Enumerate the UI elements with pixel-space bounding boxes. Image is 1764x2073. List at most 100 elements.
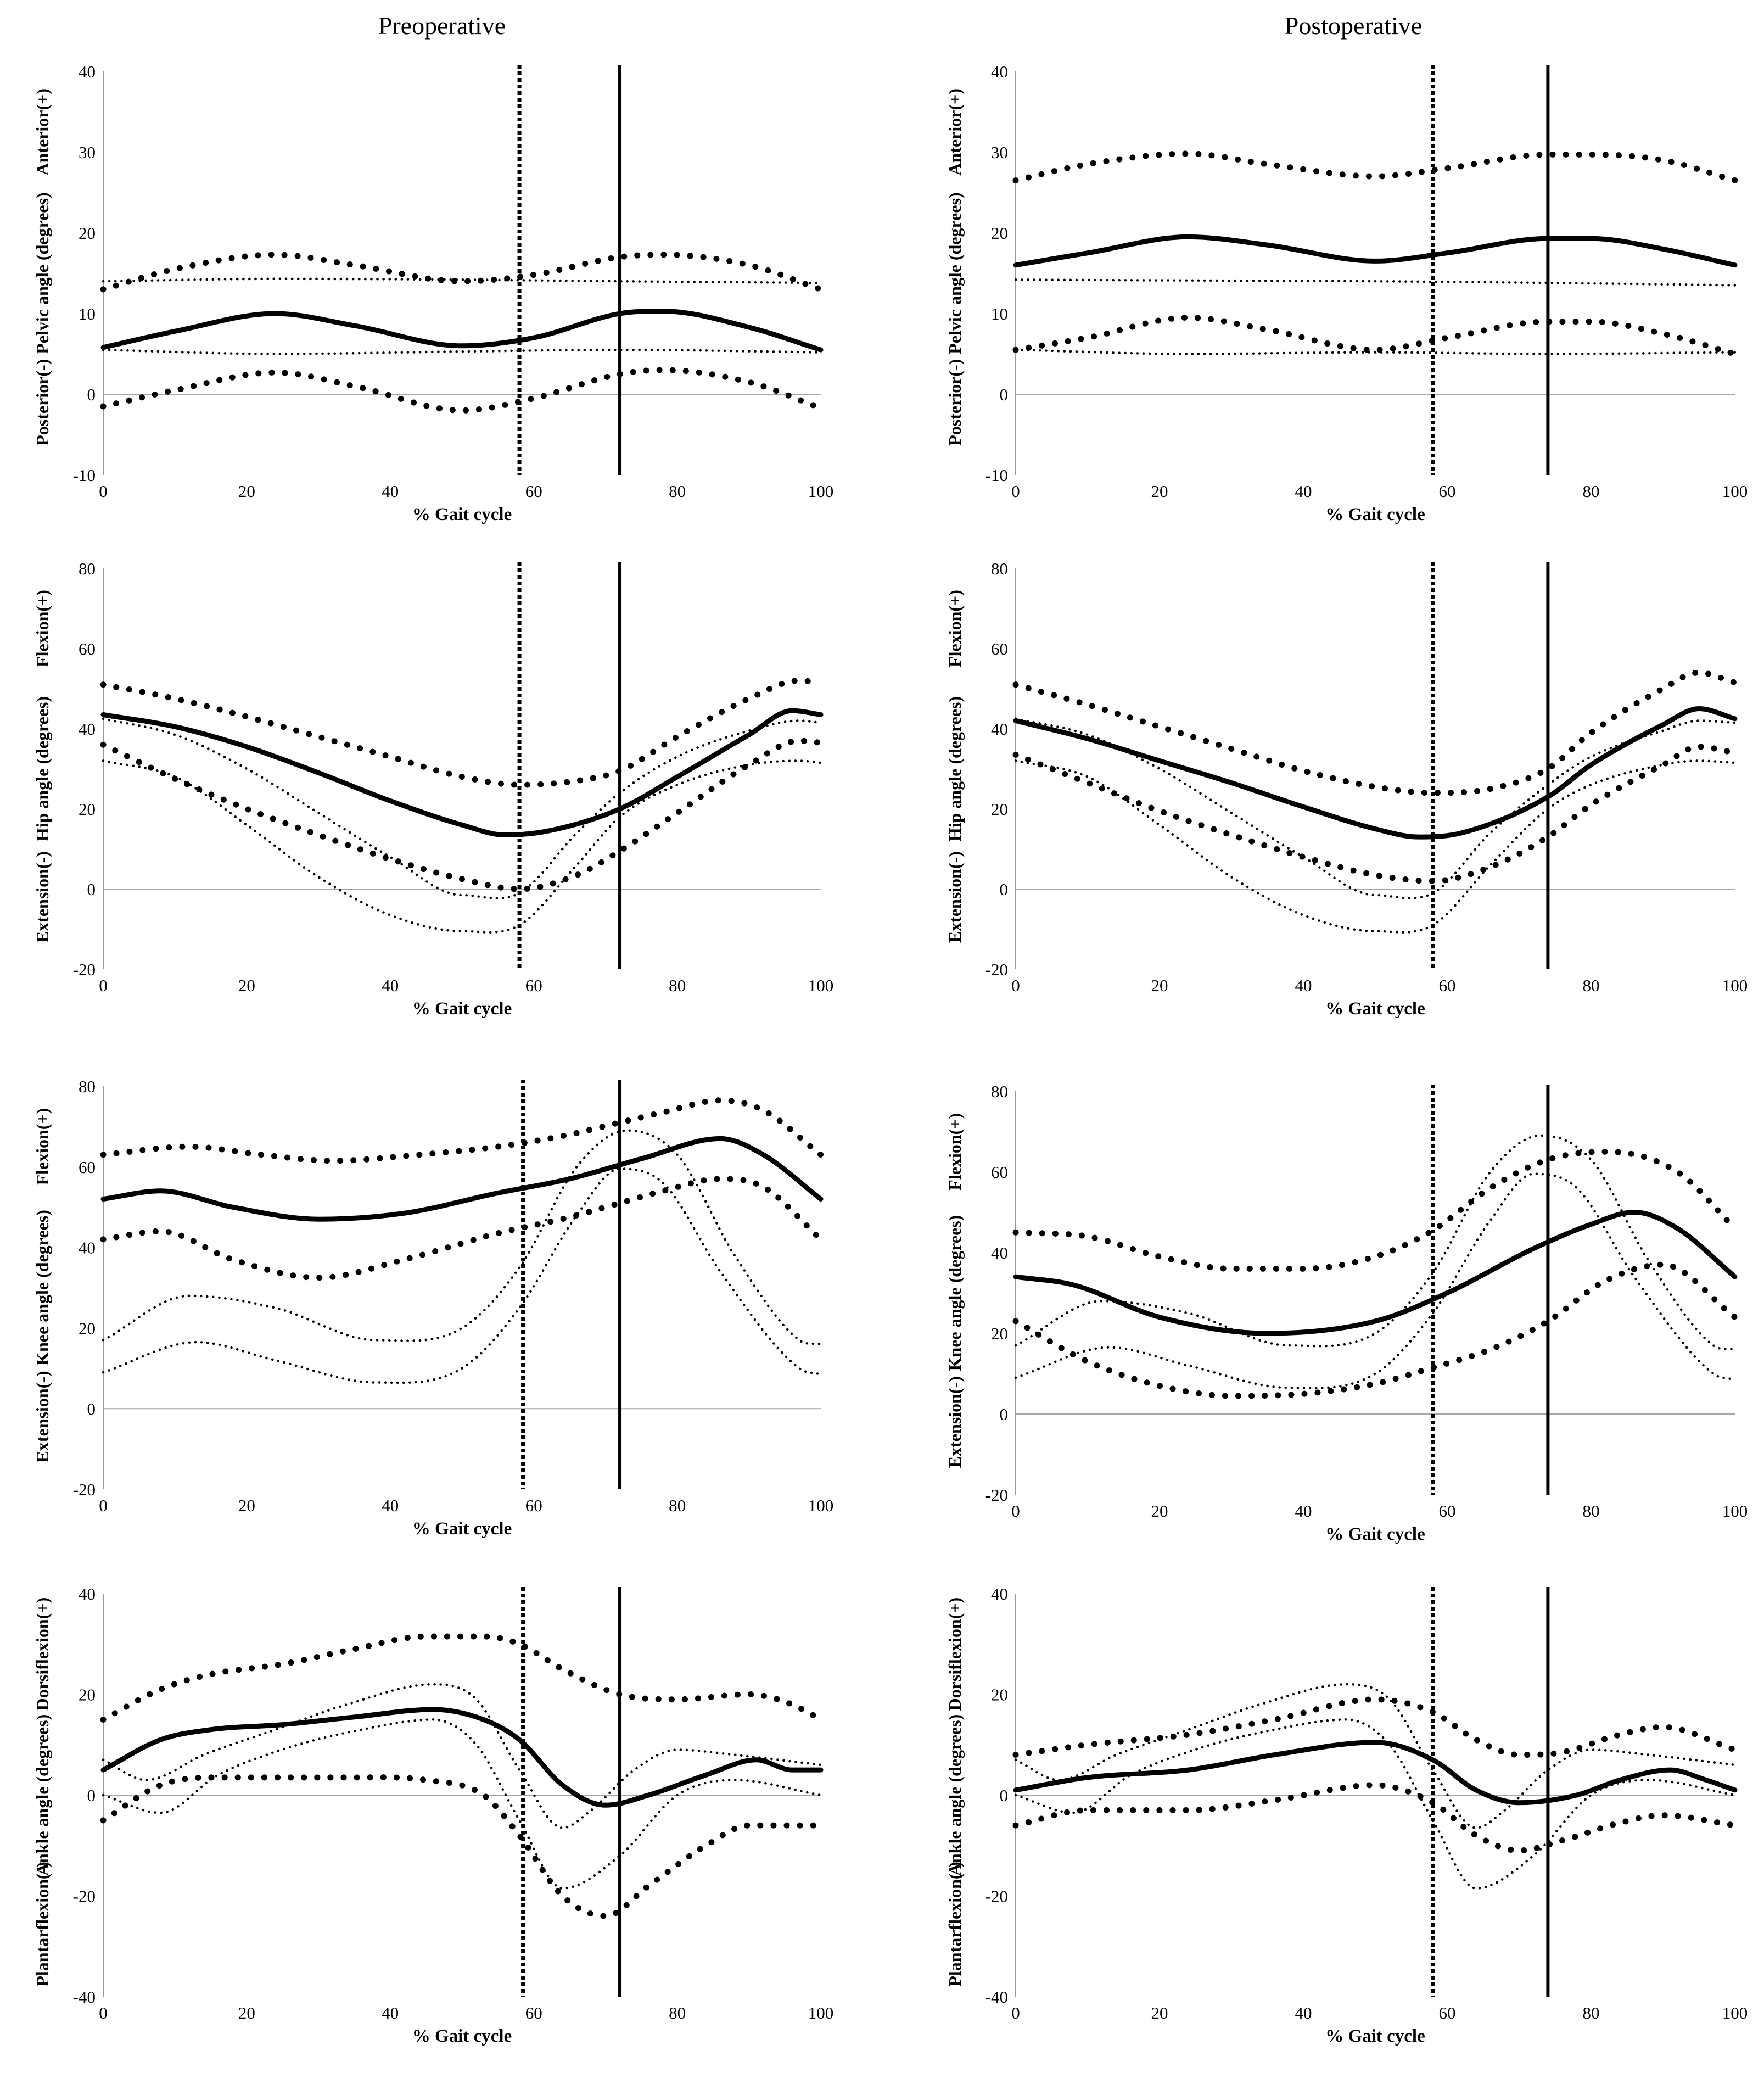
y-tick-label: 40 bbox=[79, 1584, 96, 1603]
y-tick-label: 80 bbox=[79, 1077, 96, 1096]
y-tick-label: -20 bbox=[985, 960, 1008, 979]
series-line-solid-thick bbox=[1013, 706, 1738, 840]
series-line-dotted-thick bbox=[100, 1633, 824, 1723]
y-axis-label: Hip angle (degrees) bbox=[945, 696, 965, 841]
y-tick-label: -40 bbox=[73, 1987, 96, 2007]
y-tick-label: -20 bbox=[985, 1485, 1008, 1505]
series-line-dotted-thin bbox=[102, 348, 822, 355]
x-tick-label: 60 bbox=[525, 2003, 542, 2022]
series-line-dotted-thin bbox=[1014, 1718, 1737, 1890]
series-line-dotted-thick bbox=[1012, 150, 1738, 183]
y-axis-label: Anterior(+) bbox=[32, 88, 52, 176]
y-tick-label: 40 bbox=[79, 62, 96, 81]
y-tick-label: 0 bbox=[1000, 385, 1009, 404]
series-line-dotted-thin bbox=[102, 1683, 822, 1829]
y-tick-label: 80 bbox=[991, 559, 1008, 578]
y-tick-label: 40 bbox=[991, 719, 1008, 739]
y-axis-label: Posterior(-) bbox=[32, 359, 52, 446]
y-tick-label: -10 bbox=[73, 466, 96, 485]
x-tick-label: 60 bbox=[1439, 2003, 1456, 2022]
x-tick-label: 20 bbox=[238, 976, 255, 995]
y-axis-label: Dorsiflexion(+) bbox=[945, 1597, 965, 1711]
y-tick-label: 20 bbox=[79, 1685, 96, 1705]
x-tick-label: 20 bbox=[1151, 482, 1168, 501]
x-tick-label: 0 bbox=[1011, 976, 1020, 995]
y-tick-label: -20 bbox=[73, 960, 96, 979]
y-axis-label: Pelvic angle (degrees) bbox=[32, 192, 52, 354]
x-tick-label: 100 bbox=[808, 482, 834, 501]
y-axis-label: Ankle angle (degrees) bbox=[32, 1714, 52, 1876]
x-tick-label: 60 bbox=[1439, 482, 1456, 501]
y-tick-label: 0 bbox=[1000, 1786, 1009, 1805]
y-tick-label: 0 bbox=[87, 1786, 96, 1805]
y-tick-label: 80 bbox=[991, 1082, 1008, 1101]
series-line-solid-thick bbox=[100, 1136, 824, 1222]
chart-ankle-preoperative: -40 -20 0 20 40 0 20 40 60 80 100 % Gait cycle Plant… bbox=[32, 1584, 833, 2046]
y-tick-label: 0 bbox=[87, 385, 96, 404]
x-tick-label: 40 bbox=[1295, 1501, 1312, 1521]
x-tick-label: 100 bbox=[808, 2003, 834, 2022]
y-axis-label: Plantarflexion(-) bbox=[32, 1862, 52, 1987]
y-axis-label: Plantarflexion(-) bbox=[945, 1862, 965, 1987]
series-line-dotted-thick bbox=[100, 252, 824, 293]
series-line-dotted-thin bbox=[1014, 278, 1737, 287]
series-line-dotted-thin bbox=[102, 759, 822, 934]
x-tick-label: 80 bbox=[669, 976, 686, 995]
y-tick-label: 20 bbox=[991, 1324, 1008, 1343]
x-axis-label: % Gait cycle bbox=[412, 1519, 512, 1539]
x-tick-label: 40 bbox=[1295, 976, 1312, 995]
x-tick-label: 60 bbox=[525, 976, 542, 995]
x-tick-label: 20 bbox=[1151, 2003, 1168, 2022]
x-tick-label: 40 bbox=[382, 1496, 399, 1515]
x-tick-label: 20 bbox=[238, 2003, 255, 2022]
series-line-dotted-thick bbox=[100, 1097, 824, 1164]
series-line-dotted-thick bbox=[100, 737, 824, 892]
y-tick-label: 40 bbox=[991, 62, 1008, 81]
series-line-dotted-thick bbox=[100, 1774, 824, 1919]
series-line-solid-thick bbox=[100, 708, 824, 838]
series-line-dotted-thick bbox=[1012, 744, 1738, 884]
y-tick-label: 0 bbox=[1000, 1405, 1009, 1424]
x-tick-label: 20 bbox=[238, 1496, 255, 1515]
y-axis-label: Hip angle (degrees) bbox=[32, 696, 52, 841]
x-tick-label: 20 bbox=[1151, 976, 1168, 995]
x-tick-label: 0 bbox=[99, 976, 108, 995]
series-line-dotted-thin bbox=[102, 1718, 822, 1890]
series-line-solid-thick bbox=[1013, 1209, 1738, 1336]
x-tick-label: 100 bbox=[808, 976, 834, 995]
x-axis-label: % Gait cycle bbox=[412, 505, 512, 524]
y-tick-label: 60 bbox=[79, 639, 96, 658]
series-line-dotted-thick bbox=[1012, 1261, 1738, 1399]
x-tick-label: 60 bbox=[1439, 1501, 1456, 1521]
x-axis-label: % Gait cycle bbox=[412, 2026, 512, 2046]
y-tick-label: 0 bbox=[87, 880, 96, 899]
x-tick-label: 40 bbox=[1295, 482, 1312, 501]
y-tick-label: 60 bbox=[79, 1158, 96, 1177]
y-tick-label: 60 bbox=[991, 639, 1008, 658]
y-tick-label: 20 bbox=[991, 800, 1008, 819]
y-axis-label: Pelvic angle (degrees) bbox=[945, 192, 965, 354]
x-tick-label: 80 bbox=[669, 2003, 686, 2022]
y-axis-label: Flexion(+) bbox=[32, 1108, 52, 1186]
y-tick-label: 20 bbox=[991, 223, 1008, 243]
y-axis-label: Flexion(+) bbox=[945, 1113, 965, 1191]
y-axis-label: Anterior(+) bbox=[945, 88, 965, 176]
series-line-dotted-thick bbox=[1012, 1696, 1738, 1758]
series-line-solid-thick bbox=[1013, 234, 1738, 268]
x-tick-label: 60 bbox=[525, 1496, 542, 1515]
series-line-solid-thick bbox=[100, 309, 824, 353]
series-line-dotted-thin bbox=[1014, 348, 1737, 355]
x-tick-label: 100 bbox=[808, 1496, 834, 1515]
x-tick-label: 80 bbox=[669, 1496, 686, 1515]
x-tick-label: 40 bbox=[382, 2003, 399, 2022]
column-title-postoperative: Postoperative bbox=[1285, 12, 1422, 40]
series-line-dotted-thin bbox=[102, 717, 822, 900]
series-line-dotted-thick bbox=[100, 677, 824, 788]
y-axis-label: Extension(-) bbox=[945, 1376, 965, 1468]
series-line-dotted-thin bbox=[102, 277, 822, 284]
y-tick-label: 40 bbox=[79, 719, 96, 739]
y-axis-label: Knee angle (degrees) bbox=[945, 1215, 965, 1371]
